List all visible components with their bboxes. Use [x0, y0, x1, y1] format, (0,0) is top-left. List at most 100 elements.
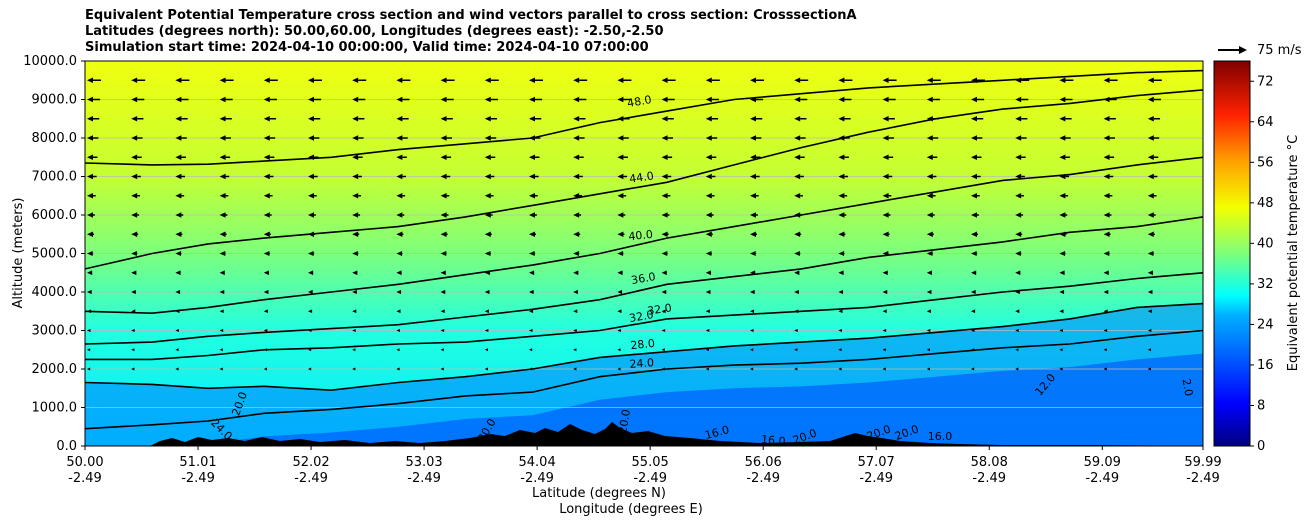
wind-arrowhead	[926, 309, 931, 314]
wind-arrowhead	[573, 289, 578, 295]
wind-arrowhead	[617, 250, 624, 257]
y-tick-label: 4000.0	[32, 285, 78, 300]
wind-arrowhead	[838, 328, 842, 333]
wind-arrowhead	[396, 116, 403, 122]
wind-arrowhead	[484, 231, 491, 237]
x-tick-label-lon: -2.49	[859, 471, 893, 486]
wind-arrowhead	[617, 154, 624, 160]
wind-arrowhead	[926, 348, 930, 352]
wind-arrowhead	[1147, 116, 1154, 122]
wind-arrowhead	[175, 328, 179, 333]
wind-arrowhead	[87, 348, 91, 352]
wind-arrowhead	[617, 77, 624, 83]
wind-arrowhead	[573, 154, 580, 160]
wind-arrowhead	[396, 135, 403, 141]
wind-arrowhead	[529, 328, 533, 333]
wind-arrowhead	[661, 154, 668, 160]
colorbar-tick-label: 40	[1257, 236, 1274, 251]
wind-arrowhead	[263, 96, 270, 103]
wind-arrowhead	[529, 231, 535, 237]
contour-line	[85, 69, 1203, 166]
wind-arrowhead	[352, 154, 359, 160]
wind-arrowhead	[1147, 367, 1151, 371]
wind-arrowhead	[352, 96, 359, 103]
wind-arrowhead	[529, 77, 535, 83]
wind-arrowhead	[352, 116, 359, 122]
wind-arrowhead	[926, 270, 932, 276]
x-tick-label-lon: -2.49	[68, 471, 102, 486]
wind-arrowhead	[175, 250, 182, 257]
wind-arrowhead	[396, 328, 400, 333]
wind-arrowhead	[529, 270, 535, 276]
wind-arrowhead	[263, 250, 270, 257]
contour-label: 44.0	[628, 169, 654, 185]
wind-arrowhead	[1147, 270, 1153, 276]
wind-arrowhead	[529, 250, 535, 257]
x-tick-label-lat: 58.08	[971, 455, 1008, 470]
x-tick-label-lat: 51.01	[179, 455, 216, 470]
wind-arrowhead	[794, 348, 798, 352]
wind-arrowhead	[926, 250, 933, 257]
wind-arrowhead	[705, 116, 712, 122]
wind-arrowhead	[661, 96, 668, 103]
wind-arrowhead	[1147, 135, 1154, 141]
wind-arrowhead	[352, 367, 356, 371]
wind-arrowhead	[484, 193, 491, 199]
wind-arrowhead	[396, 270, 402, 276]
wind-arrowhead	[529, 173, 535, 180]
wind-arrowhead	[661, 270, 667, 276]
colorbar-ticks: 0 8 16 24 32 40 48 56 64 72	[1250, 74, 1274, 454]
wind-arrowhead	[219, 231, 226, 237]
wind-arrowhead	[219, 193, 226, 199]
wind-arrowhead	[882, 348, 886, 352]
x-tick-label-lat: 50.00	[66, 455, 103, 470]
wind-arrowhead	[219, 77, 226, 83]
y-tick-label: 8000.0	[32, 131, 78, 146]
wind-arrowhead	[971, 96, 977, 103]
contour-label: 20.0	[616, 408, 633, 434]
wind-arrowhead	[882, 173, 889, 180]
chart-title-line-2: Latitudes (degrees north): 50.00,60.00, …	[85, 24, 664, 39]
wind-arrowhead	[705, 309, 710, 314]
wind-arrowhead	[484, 173, 491, 180]
wind-arrowhead	[750, 193, 756, 199]
wind-arrowhead	[175, 212, 182, 218]
wind-arrowhead	[750, 154, 756, 160]
wind-arrowhead	[838, 193, 845, 199]
wind-arrowhead	[219, 348, 223, 352]
wind-arrowhead	[440, 270, 446, 276]
wind-arrowhead	[396, 348, 400, 352]
wind-arrowhead	[1059, 289, 1065, 295]
wind-arrowhead	[617, 270, 623, 276]
colorbar-tick-label: 32	[1257, 277, 1274, 292]
wind-arrowhead	[263, 270, 269, 276]
wind-arrowhead	[1103, 367, 1107, 371]
wind-arrowhead	[1015, 116, 1022, 122]
wind-arrowhead	[131, 173, 138, 180]
wind-arrowhead	[794, 250, 800, 257]
wind-arrowhead	[1103, 231, 1110, 237]
wind-arrowhead	[1059, 270, 1065, 276]
wind-arrowhead	[617, 348, 621, 352]
wind-arrowhead	[573, 309, 578, 314]
wind-arrowhead	[705, 270, 711, 276]
wind-arrowhead	[573, 173, 580, 180]
wind-arrowhead	[705, 96, 712, 103]
wind-arrowhead	[573, 328, 577, 333]
wind-arrowhead	[529, 154, 535, 160]
wind-arrowhead	[661, 135, 668, 141]
x-tick-label-lon: -2.49	[294, 471, 328, 486]
wind-arrowhead	[440, 96, 447, 103]
wind-arrowhead	[396, 154, 403, 160]
wind-arrowhead	[705, 135, 712, 141]
wind-arrowhead	[926, 231, 933, 237]
wind-arrowhead	[1015, 212, 1022, 218]
y-axis: 0.0 1000.0 2000.0 3000.0 4000.0 5000.0 6000.0 7…	[23, 54, 85, 454]
wind-arrowhead	[352, 328, 356, 333]
wind-arrowhead	[87, 231, 93, 237]
wind-arrowhead	[794, 173, 801, 180]
wind-arrowhead	[219, 270, 225, 276]
wind-arrowhead	[882, 309, 887, 314]
wind-arrowhead	[87, 154, 93, 160]
wind-arrowhead	[396, 96, 403, 103]
